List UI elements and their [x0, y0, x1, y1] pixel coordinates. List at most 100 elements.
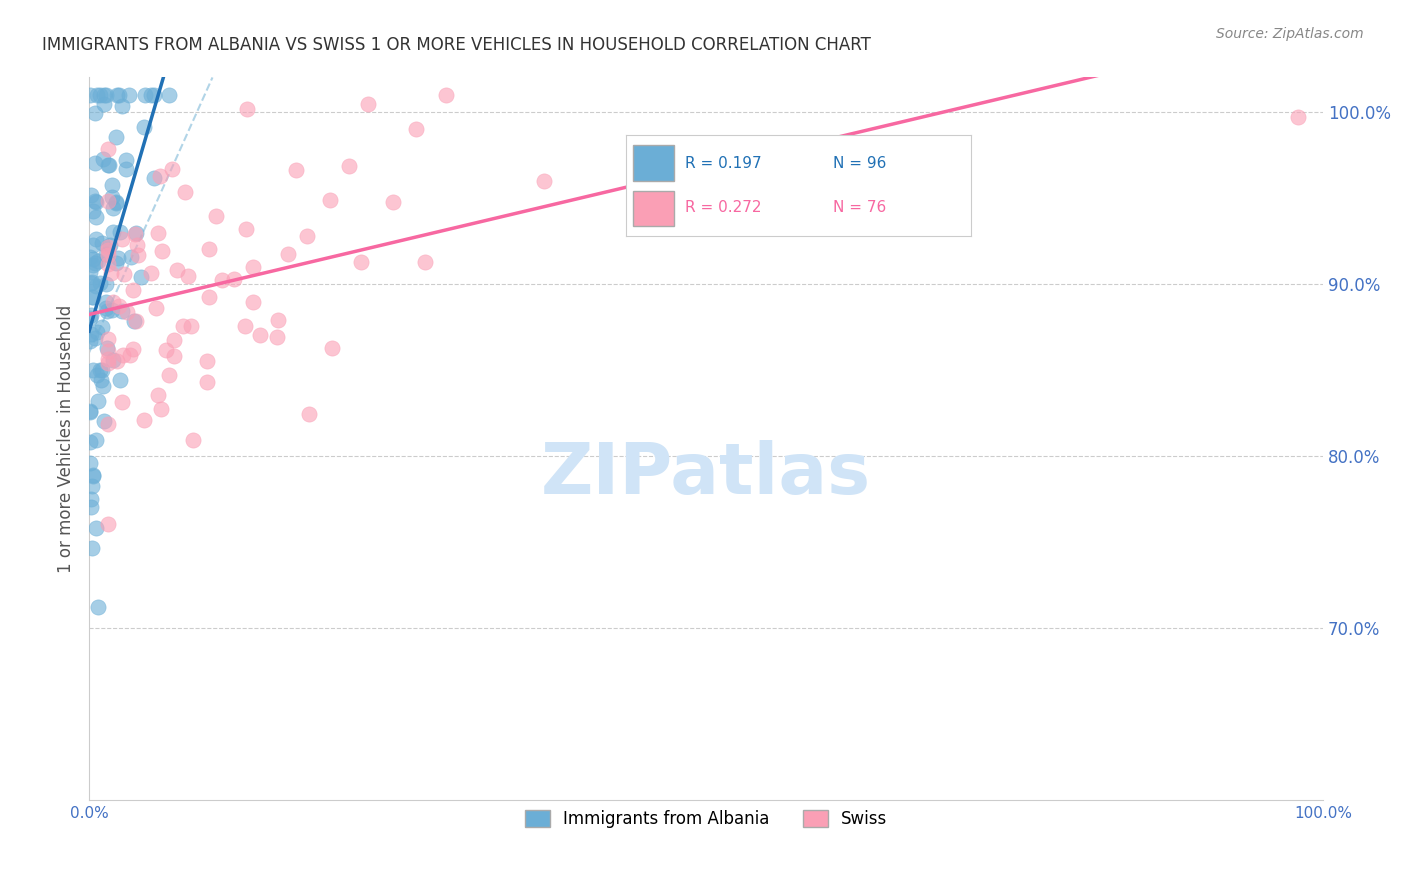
- Point: [115, 153, 138, 167]
- Point: [405, 122, 427, 136]
- Point: [105, 256, 128, 270]
- Point: [84, 194, 107, 209]
- Point: [176, 269, 198, 284]
- Point: [162, 161, 184, 176]
- Point: [79, 311, 101, 326]
- Point: [97, 332, 120, 346]
- Point: [125, 226, 148, 240]
- Point: [141, 87, 163, 102]
- Point: [150, 402, 173, 417]
- Point: [157, 368, 180, 382]
- Point: [93, 97, 115, 112]
- Point: [155, 343, 177, 358]
- Point: [197, 242, 219, 256]
- Point: [110, 395, 132, 409]
- Point: [174, 186, 197, 200]
- Point: [107, 251, 129, 265]
- Point: [108, 226, 131, 240]
- Point: [82, 204, 104, 219]
- Point: [127, 248, 149, 262]
- Point: [97, 158, 120, 172]
- Point: [132, 120, 155, 134]
- Point: [337, 159, 360, 173]
- Point: [94, 247, 117, 261]
- Point: [195, 375, 218, 389]
- Point: [101, 295, 124, 310]
- Point: [91, 320, 114, 334]
- Point: [80, 309, 103, 323]
- Point: [112, 348, 135, 362]
- Point: [115, 161, 138, 176]
- Point: [97, 517, 120, 532]
- Legend: Immigrants from Albania, Swiss: Immigrants from Albania, Swiss: [519, 803, 894, 835]
- Point: [79, 334, 101, 348]
- Point: [181, 434, 204, 448]
- Point: [80, 275, 103, 289]
- Point: [533, 174, 555, 188]
- Point: [97, 351, 120, 366]
- Point: [146, 388, 169, 402]
- Point: [79, 265, 101, 279]
- Point: [163, 349, 186, 363]
- Point: [118, 348, 141, 362]
- Point: [101, 190, 124, 204]
- Point: [124, 227, 146, 242]
- Point: [84, 256, 107, 270]
- Point: [86, 325, 108, 339]
- Point: [82, 468, 104, 483]
- Point: [84, 521, 107, 535]
- Point: [125, 237, 148, 252]
- Point: [150, 244, 173, 258]
- Point: [90, 235, 112, 250]
- Point: [104, 130, 127, 145]
- Point: [82, 541, 104, 555]
- Point: [80, 478, 103, 492]
- Point: [172, 318, 194, 333]
- Point: [86, 210, 108, 224]
- Point: [86, 231, 108, 245]
- Point: [101, 178, 124, 192]
- Point: [97, 356, 120, 370]
- Point: [118, 87, 141, 102]
- Point: [149, 169, 172, 183]
- Point: [142, 170, 165, 185]
- Point: [139, 266, 162, 280]
- Point: [79, 435, 101, 450]
- Point: [295, 228, 318, 243]
- Point: [93, 414, 115, 428]
- Point: [142, 87, 165, 102]
- Point: [97, 344, 120, 359]
- Point: [103, 353, 125, 368]
- Point: [80, 187, 103, 202]
- Point: [321, 341, 343, 355]
- Point: [319, 193, 342, 207]
- Point: [350, 255, 373, 269]
- Point: [242, 260, 264, 274]
- Point: [267, 313, 290, 327]
- Point: [82, 290, 104, 304]
- Point: [111, 98, 134, 112]
- Point: [79, 404, 101, 418]
- Point: [94, 294, 117, 309]
- Point: [103, 201, 125, 215]
- Point: [235, 222, 257, 236]
- Point: [79, 500, 101, 515]
- Point: [84, 194, 107, 209]
- Point: [434, 87, 457, 102]
- Point: [84, 433, 107, 447]
- Point: [122, 342, 145, 356]
- Point: [96, 341, 118, 355]
- Point: [224, 272, 246, 286]
- Point: [101, 302, 124, 317]
- Point: [100, 237, 122, 252]
- Point: [129, 269, 152, 284]
- Point: [82, 252, 104, 266]
- Point: [86, 368, 108, 382]
- Point: [87, 599, 110, 614]
- Point: [298, 407, 321, 421]
- Point: [115, 305, 138, 319]
- Point: [84, 106, 107, 120]
- Point: [381, 195, 404, 210]
- Point: [79, 250, 101, 264]
- Text: Source: ZipAtlas.com: Source: ZipAtlas.com: [1216, 27, 1364, 41]
